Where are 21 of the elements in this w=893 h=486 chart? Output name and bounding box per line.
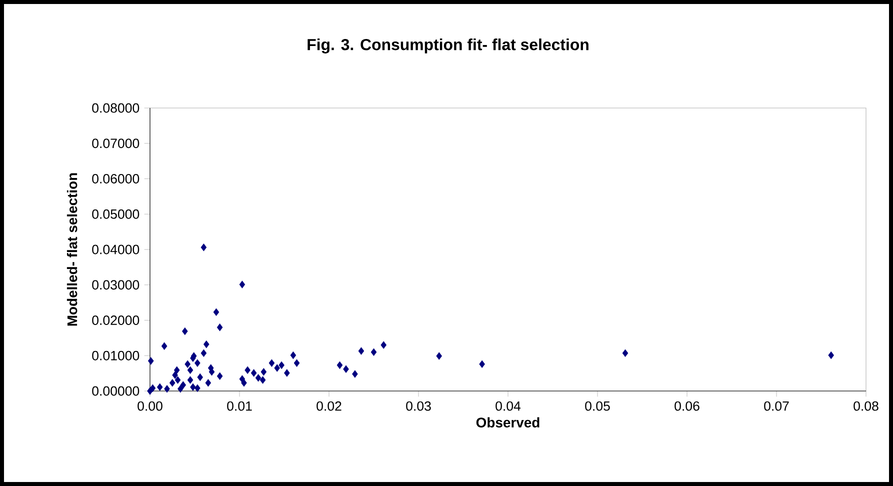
y-tick-label: 0.05000 <box>92 209 140 219</box>
x-tick-label: 0.07 <box>764 401 789 411</box>
x-tick-label: 0.02 <box>316 401 342 411</box>
x-tick-label: 0.03 <box>406 401 431 411</box>
y-tick-label: 0.04000 <box>92 244 140 254</box>
y-tick-label: 0.03000 <box>92 280 140 290</box>
x-tick-label: 0.04 <box>496 401 521 411</box>
y-tick-label: 0.00000 <box>92 386 140 396</box>
x-axis-title: Observed <box>476 417 540 428</box>
y-tick-label: 0.07000 <box>92 138 140 148</box>
x-tick-label: 0.06 <box>674 401 700 411</box>
x-tick-label: 0.05 <box>585 401 610 411</box>
chart-title: Fig. 3. Consumption fit- flat selection <box>308 38 588 54</box>
y-tick-label: 0.02000 <box>92 316 140 325</box>
x-tick-label: 0.00 <box>138 401 162 411</box>
y-axis-title: Modelled- flat selection <box>66 173 78 326</box>
y-tick-label: 0.01000 <box>92 350 140 360</box>
x-tick-label: 0.01 <box>227 401 252 411</box>
y-tick-label: 0.08000 <box>92 103 140 113</box>
y-tick-label: 0.06000 <box>92 174 140 184</box>
x-tick-label: 0.08 <box>854 401 878 411</box>
